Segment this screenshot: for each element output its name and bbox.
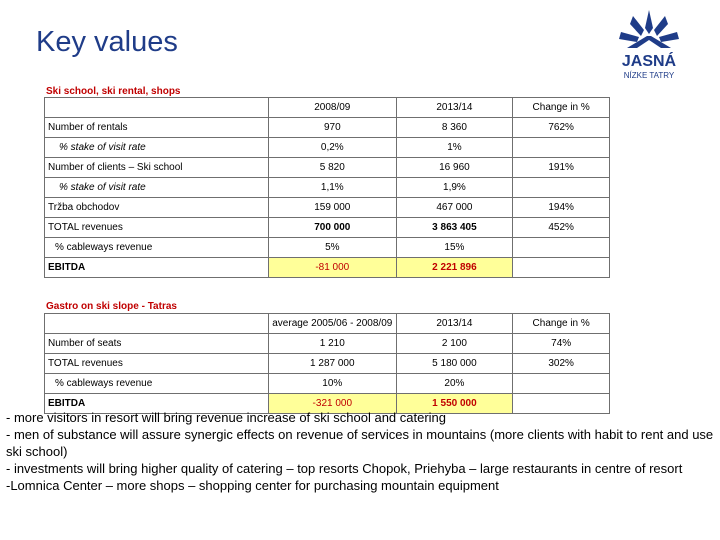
section1-label: Ski school, ski rental, shops <box>46 86 181 97</box>
section2-label: Gastro on ski slope - Tatras <box>46 301 177 312</box>
cell: 159 000 <box>268 197 397 218</box>
header-cell: 2013/14 <box>395 313 514 334</box>
jasna-logo: JASNÁ NÍZKE TATRY <box>597 4 701 82</box>
cell <box>512 237 610 258</box>
cell: 1,9% <box>395 177 514 198</box>
table-row: Number of clients – Ski school 5 820 16 … <box>43 157 610 178</box>
cell: 1 550 000 <box>395 393 514 414</box>
row-label: Number of clients – Ski school <box>43 157 270 178</box>
row-label: % stake of visit rate <box>43 137 270 158</box>
cell: 5 820 <box>268 157 397 178</box>
table-row: % stake of visit rate 1,1% 1,9% <box>43 177 610 198</box>
gastro-table: average 2005/06 - 2008/09 2013/14 Change… <box>43 313 610 414</box>
cell: 2 100 <box>395 333 514 354</box>
cell <box>512 257 610 278</box>
ski-school-table: 2008/09 2013/14 Change in % Number of re… <box>43 97 610 278</box>
table-row: EBITDA -81 000 2 221 896 <box>43 257 610 278</box>
cell: 3 863 405 <box>395 217 514 238</box>
cell: 15% <box>395 237 514 258</box>
row-label: % cableways revenue <box>43 237 270 258</box>
cell: 1 210 <box>268 333 397 354</box>
table-row: Number of seats 1 210 2 100 74% <box>43 333 610 354</box>
cell: -321 000 <box>268 393 397 414</box>
cell <box>512 137 610 158</box>
row-label: TOTAL revenues <box>43 217 270 238</box>
table-row: % cableways revenue 5% 15% <box>43 237 610 258</box>
cell: 191% <box>512 157 610 178</box>
header-cell: average 2005/06 - 2008/09 <box>268 313 397 334</box>
row-label: % cableways revenue <box>43 373 270 394</box>
cell: 452% <box>512 217 610 238</box>
note-line: - investments will bring higher quality … <box>6 461 683 476</box>
table-row: Tržba obchodov 159 000 467 000 194% <box>43 197 610 218</box>
row-label: % stake of visit rate <box>43 177 270 198</box>
header-cell: 2008/09 <box>268 97 397 118</box>
cell: 74% <box>512 333 610 354</box>
cell <box>512 373 610 394</box>
cell: -81 000 <box>268 257 397 278</box>
table-header-row: 2008/09 2013/14 Change in % <box>43 97 610 118</box>
table-row: TOTAL revenues 1 287 000 5 180 000 302% <box>43 353 610 374</box>
cell: 700 000 <box>268 217 397 238</box>
cell: 970 <box>268 117 397 138</box>
cell <box>512 393 610 414</box>
row-label: EBITDA <box>43 257 270 278</box>
cell: 10% <box>268 373 397 394</box>
cell: 16 960 <box>395 157 514 178</box>
table-row: Number of rentals 970 8 360 762% <box>43 117 610 138</box>
cell: 194% <box>512 197 610 218</box>
cell: 1,1% <box>268 177 397 198</box>
table-header-row: average 2005/06 - 2008/09 2013/14 Change… <box>43 313 610 334</box>
note-line: - men of substance will assure synergic … <box>6 427 714 459</box>
cell: 8 360 <box>395 117 514 138</box>
cell: 20% <box>395 373 514 394</box>
logo-name: JASNÁ <box>622 51 677 70</box>
cell: 2 221 896 <box>395 257 514 278</box>
cell <box>512 177 610 198</box>
table-row: % stake of visit rate 0,2% 1% <box>43 137 610 158</box>
row-label: Number of rentals <box>43 117 270 138</box>
header-cell: 2013/14 <box>395 97 514 118</box>
cell: 467 000 <box>395 197 514 218</box>
cell: 762% <box>512 117 610 138</box>
row-label: Number of seats <box>43 333 270 354</box>
header-cell: Change in % <box>512 97 610 118</box>
notes-block: - more visitors in resort will bring rev… <box>6 409 714 494</box>
cell: 302% <box>512 353 610 374</box>
logo-sub: NÍZKE TATRY <box>624 71 675 80</box>
table-row: EBITDA -321 000 1 550 000 <box>43 393 610 414</box>
row-label: Tržba obchodov <box>43 197 270 218</box>
cell: 5% <box>268 237 397 258</box>
cell: 0,2% <box>268 137 397 158</box>
note-line: - more visitors in resort will bring rev… <box>6 410 447 425</box>
cell: 5 180 000 <box>395 353 514 374</box>
page-title: Key values <box>36 26 178 58</box>
table-row: TOTAL revenues 700 000 3 863 405 452% <box>43 217 610 238</box>
header-cell: Change in % <box>512 313 610 334</box>
cell: 1% <box>395 137 514 158</box>
row-label: TOTAL revenues <box>43 353 270 374</box>
table-row: % cableways revenue 10% 20% <box>43 373 610 394</box>
cell: 1 287 000 <box>268 353 397 374</box>
note-line: -Lomnica Center – more shops – shopping … <box>6 478 499 493</box>
